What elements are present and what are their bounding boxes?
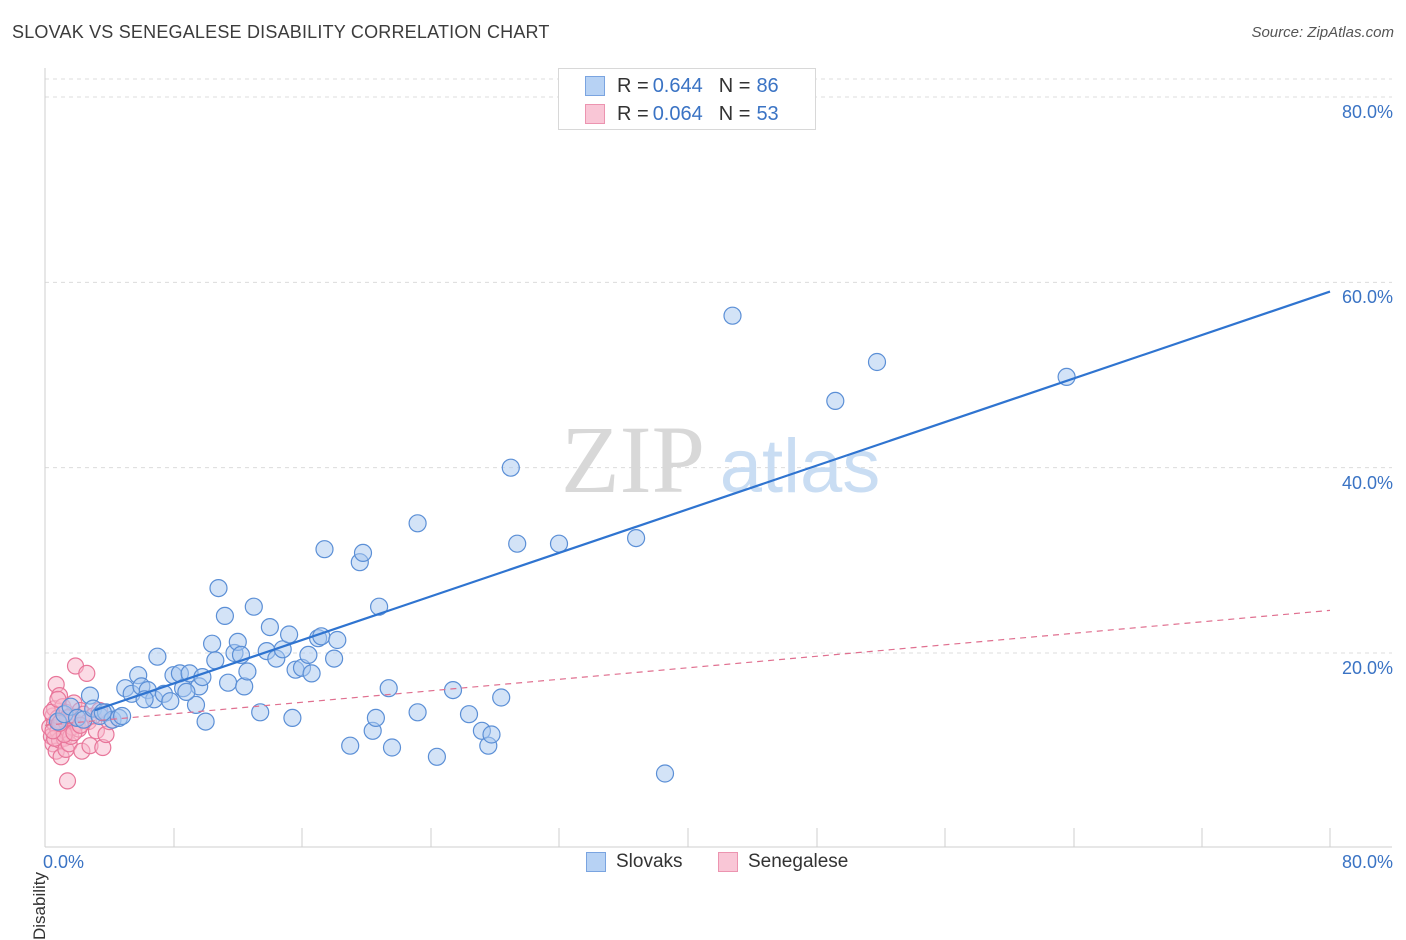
- y-tick-label-60: 60.0%: [1341, 287, 1393, 308]
- watermark: ZIP atlas: [561, 406, 880, 513]
- slovak-point: [492, 688, 511, 707]
- slovak-point: [260, 617, 279, 637]
- source-credit: Source: ZipAtlas.com: [1251, 24, 1394, 41]
- slovak-n-label: N =: [718, 74, 751, 97]
- slovak-point: [161, 692, 180, 711]
- slovak-point: [655, 764, 675, 783]
- slovak-point: [280, 625, 299, 644]
- senegalese-n-value: 53: [756, 102, 779, 125]
- y-tick-label-40: 40.0%: [1341, 472, 1393, 493]
- slovak-point: [482, 725, 501, 744]
- slovak-point: [626, 528, 646, 548]
- slovak-point: [382, 738, 402, 757]
- senegalese-point: [78, 664, 96, 683]
- bottom-slovak-swatch: [586, 852, 606, 872]
- slovak-n-value: 86: [756, 74, 779, 97]
- slovak-point: [203, 634, 222, 653]
- slovak-point: [867, 352, 887, 372]
- slovak-point: [196, 712, 215, 731]
- slovak-point: [299, 645, 318, 665]
- slovak-point: [315, 540, 334, 559]
- slovak-point: [209, 578, 228, 598]
- bottom-senegalese-label: Senegalese: [748, 851, 849, 872]
- chart-title: SLOVAK VS SENEGALESE DISABILITY CORRELAT…: [12, 22, 550, 42]
- scatter-chart: ZIP atlas: [41, 68, 1392, 848]
- slovak-point: [443, 680, 463, 700]
- slovak-r-label: R =: [617, 74, 649, 97]
- slovak-point: [112, 706, 132, 726]
- slovak-point: [302, 664, 321, 683]
- x-tick-label-max: 80.0%: [1341, 852, 1393, 872]
- slovak-point: [341, 736, 360, 755]
- slovak-trend-line: [94, 290, 1331, 712]
- x-tick-label-min: 0.0%: [43, 852, 85, 872]
- slovak-point: [219, 673, 238, 692]
- slovak-point: [215, 606, 234, 626]
- slovak-point: [366, 708, 385, 728]
- y-tick-label-80: 80.0%: [1341, 102, 1393, 122]
- legend-row-senegalese: R = 0.064 N = 53: [585, 101, 779, 127]
- correlation-legend: R = 0.644 N = 86 R = 0.064 N = 53: [558, 68, 816, 130]
- watermark-zip: ZIP: [561, 406, 705, 513]
- slovak-point: [177, 682, 196, 702]
- senegalese-swatch: [585, 104, 605, 124]
- slovak-point: [283, 708, 302, 728]
- senegalese-r-label: R =: [617, 102, 649, 125]
- bottom-legend-senegalese: Senegalese: [718, 851, 848, 873]
- slovak-point: [328, 630, 347, 650]
- slovak-point: [826, 391, 845, 410]
- slovak-point: [353, 543, 373, 563]
- y-axis-label: Disability: [30, 871, 50, 940]
- slovak-point: [427, 747, 446, 766]
- trend-lines: [44, 290, 1331, 726]
- bottom-senegalese-swatch: [718, 852, 738, 872]
- slovak-point: [186, 695, 206, 715]
- slovak-point: [508, 534, 527, 553]
- senegalese-r-value: 0.064: [652, 102, 703, 125]
- slovak-point: [549, 534, 569, 553]
- grid-lines: [45, 78, 1392, 654]
- slovak-point: [251, 703, 270, 722]
- slovak-point: [501, 458, 520, 477]
- slovak-point: [459, 705, 479, 724]
- slovak-point: [148, 647, 167, 666]
- slovak-point: [370, 597, 389, 616]
- slovak-point: [244, 597, 263, 616]
- y-tick-label-20: 20.0%: [1341, 658, 1393, 678]
- slovak-r-value: 0.644: [652, 74, 703, 97]
- bottom-legend-slovaks: Slovaks: [586, 851, 683, 873]
- slovak-point: [723, 306, 742, 325]
- slovak-point: [379, 679, 398, 698]
- senegalese-n-label: N =: [718, 102, 751, 125]
- slovak-point: [408, 703, 427, 722]
- y-axis-label-wrap: Disability: [0, 440, 60, 940]
- slovak-point: [235, 677, 254, 696]
- slovak-swatch: [585, 76, 605, 96]
- slovak-point: [325, 649, 344, 668]
- watermark-atlas: atlas: [720, 424, 881, 509]
- slovak-point: [238, 662, 257, 681]
- axes: [44, 68, 1392, 848]
- senegalese-point: [58, 772, 77, 790]
- slovak-point: [408, 514, 427, 533]
- bottom-slovak-label: Slovaks: [616, 851, 683, 872]
- senegalese-trend-line: [44, 609, 1331, 726]
- legend-row-slovaks: R = 0.644 N = 86: [585, 73, 779, 99]
